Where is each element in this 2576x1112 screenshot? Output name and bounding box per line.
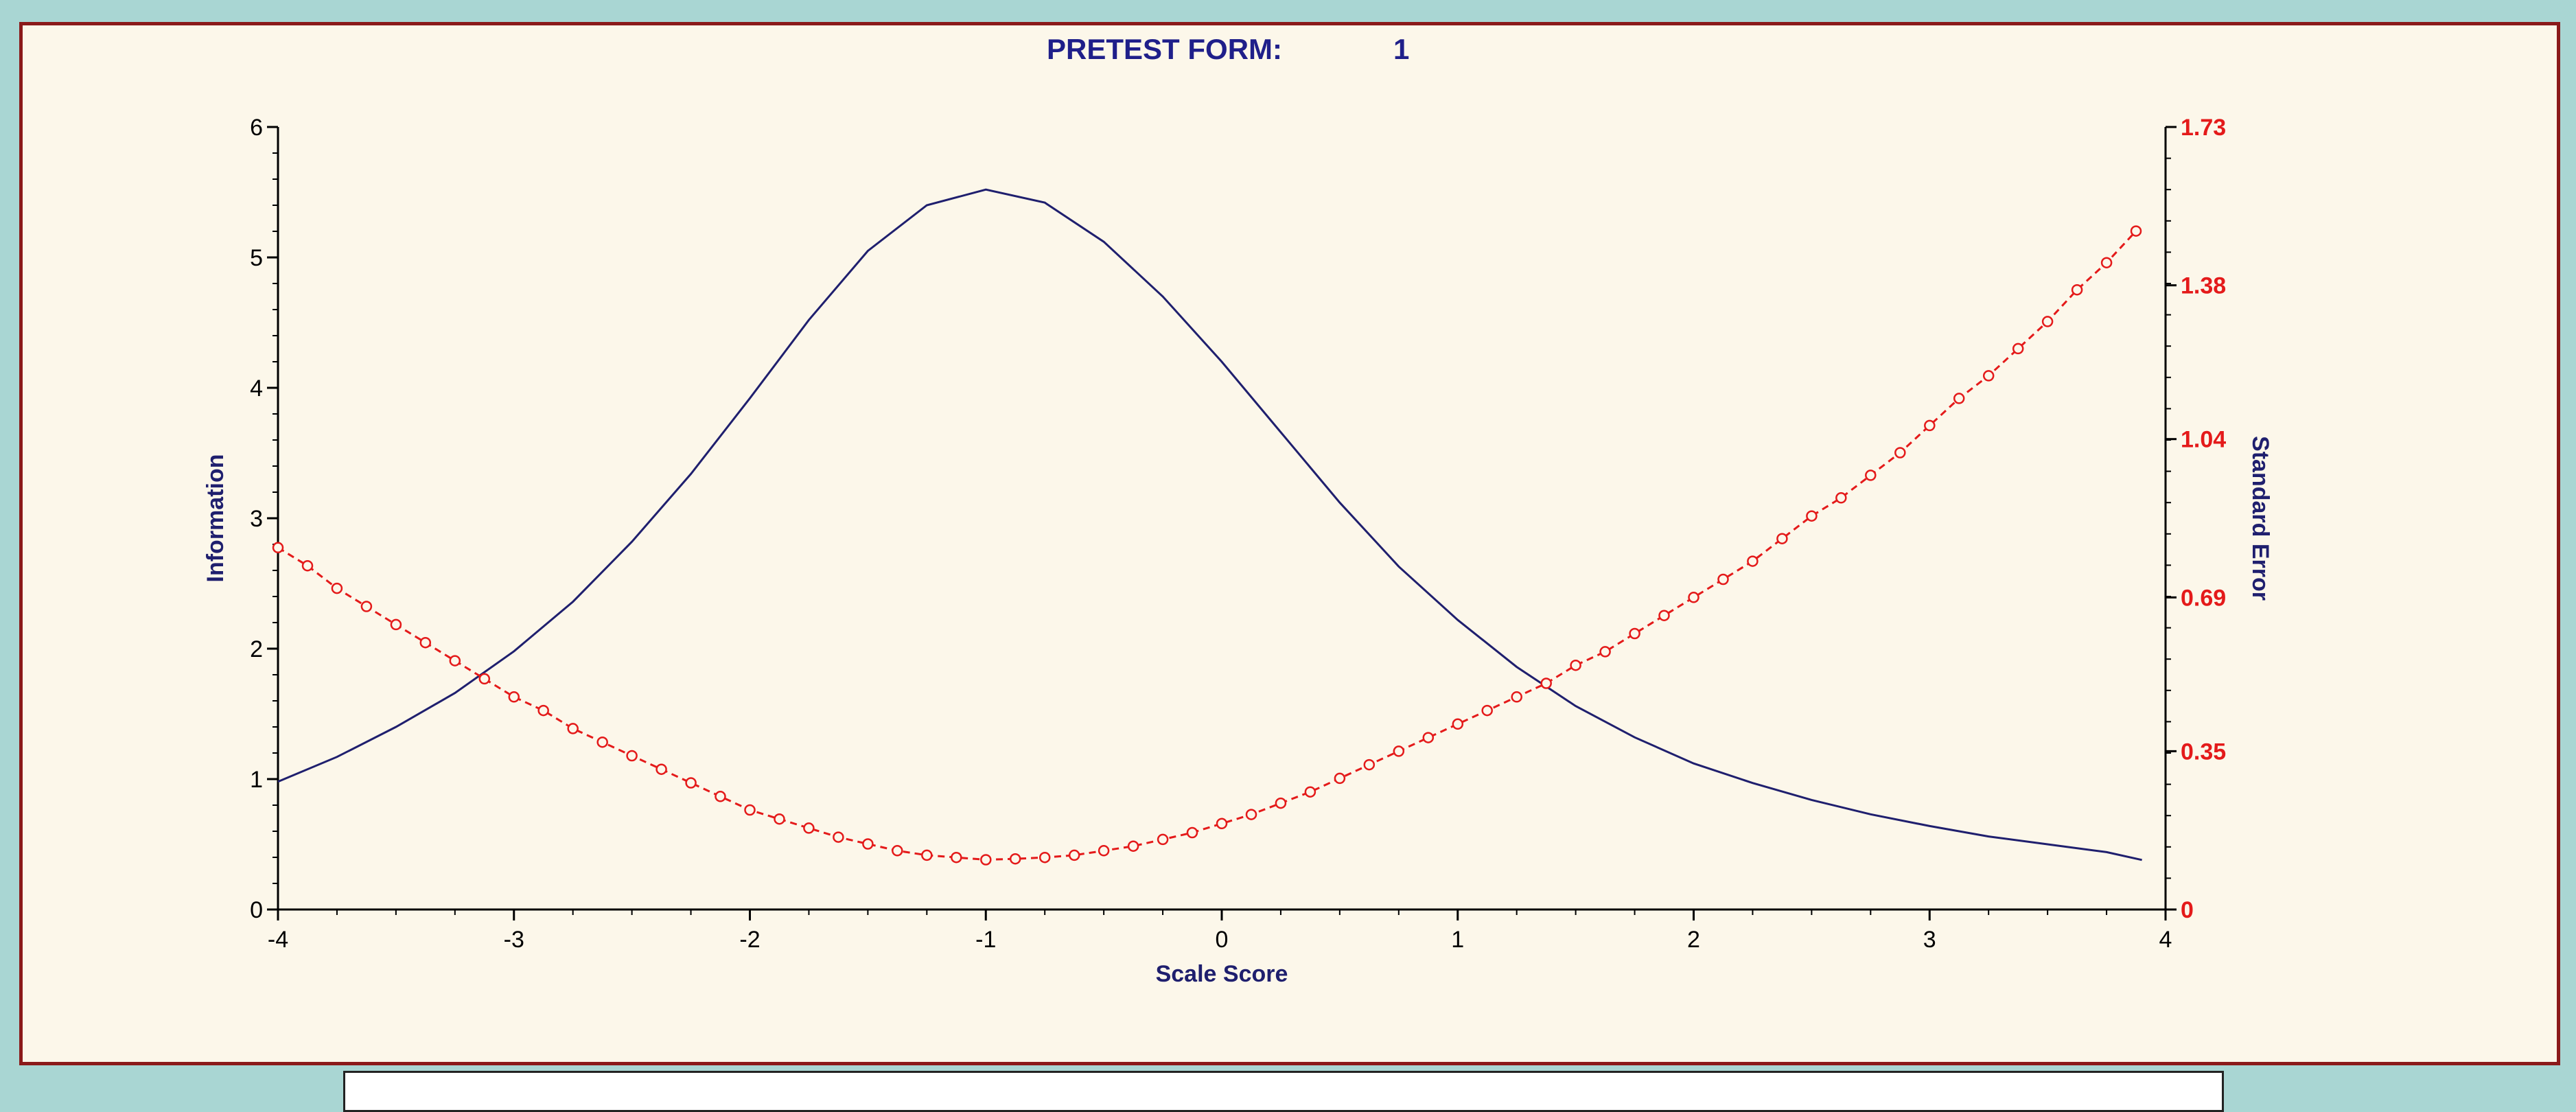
standard-error-point — [1688, 592, 1699, 603]
standard-error-point — [803, 822, 815, 834]
standard-error-point — [715, 791, 726, 802]
standard-error-series-line — [277, 230, 2137, 861]
standard-error-point — [508, 691, 520, 703]
standard-error-point — [1540, 677, 1552, 689]
standard-error-point — [1245, 809, 1257, 820]
y-right-tick-label: 0 — [2181, 897, 2194, 923]
standard-error-point — [2071, 283, 2083, 296]
y-left-tick-label: 5 — [250, 245, 263, 271]
bottom-panel — [343, 1071, 2224, 1112]
x-tick-label: 0 — [1216, 927, 1229, 953]
chart-title: PRETEST FORM: 1 — [1047, 33, 1409, 65]
standard-error-point — [1393, 745, 1405, 757]
y-right-tick-label: 1.04 — [2181, 427, 2226, 453]
y-left-tick-label: 6 — [250, 115, 263, 141]
standard-error-point — [2041, 316, 2054, 327]
standard-error-point — [272, 542, 284, 554]
x-tick-label: -4 — [268, 927, 288, 953]
y-right-axis-label: Standard Error — [2247, 436, 2273, 601]
axes: -4 -3 -2 -1 0 1 2 3 4012345600.350.691.041.381.7… — [250, 115, 2226, 953]
x-tick-label: -3 — [504, 927, 524, 953]
standard-error-point — [862, 838, 874, 850]
standard-error-point — [744, 804, 756, 816]
standard-error-point — [1422, 732, 1435, 743]
x-tick-label: -1 — [975, 927, 996, 953]
standard-error-point — [1275, 797, 1287, 809]
standard-error-point — [774, 813, 785, 825]
standard-error-point — [1098, 845, 1110, 857]
standard-error-point — [1304, 786, 1316, 798]
standard-error-point — [1363, 758, 1376, 771]
standard-error-point — [1216, 818, 1228, 830]
standard-error-point — [1865, 470, 1877, 481]
standard-error-point — [567, 723, 579, 734]
y-left-tick-label: 0 — [250, 897, 263, 923]
title-form-number: 1 — [1393, 33, 1409, 65]
standard-error-point — [1835, 492, 1847, 504]
standard-error-point — [1570, 659, 1581, 671]
information-series-line — [277, 188, 2142, 861]
standard-error-point — [1009, 853, 1021, 865]
standard-error-point — [1481, 704, 1493, 717]
standard-error-point — [419, 636, 432, 649]
standard-error-point — [331, 582, 343, 594]
standard-error-point — [1629, 627, 1640, 640]
x-tick-label: 3 — [1923, 927, 1936, 953]
standard-error-point — [1924, 419, 1936, 432]
standard-error-point — [1776, 533, 1788, 544]
standard-error-point — [1599, 646, 1611, 658]
standard-error-point — [2100, 257, 2113, 268]
x-tick-label: 1 — [1451, 927, 1464, 953]
standard-error-point — [1452, 718, 1464, 730]
standard-error-point — [596, 736, 608, 748]
standard-error-point — [1157, 833, 1169, 846]
standard-error-point — [921, 849, 933, 861]
y-right-tick-label: 1.73 — [2181, 115, 2226, 141]
standard-error-point — [449, 655, 461, 667]
y-left-tick-label: 3 — [250, 506, 263, 532]
standard-error-point — [1982, 370, 1995, 382]
standard-error-point — [892, 845, 903, 857]
standard-error-point — [1068, 849, 1080, 861]
y-right-tick-label: 1.38 — [2181, 273, 2226, 299]
x-tick-label: -2 — [739, 927, 760, 953]
standard-error-point — [1334, 772, 1346, 785]
standard-error-point — [360, 601, 373, 612]
y-left-tick-label: 1 — [250, 767, 263, 793]
y-left-axis-label: Information — [202, 454, 229, 583]
standard-error-point — [301, 559, 314, 572]
y-left-tick-label: 4 — [250, 375, 263, 402]
standard-error-point — [478, 673, 491, 685]
standard-error-point — [1658, 610, 1670, 621]
x-tick-label: 4 — [2159, 927, 2172, 953]
standard-error-point — [1747, 555, 1759, 567]
standard-error-point — [685, 777, 697, 789]
y-right-tick-label: 0.35 — [2181, 739, 2226, 765]
standard-error-point — [2012, 343, 2024, 355]
title-label: PRETEST FORM: — [1047, 33, 1282, 65]
standard-error-point — [980, 854, 992, 866]
y-right-tick-label: 0.69 — [2181, 585, 2226, 611]
standard-error-point — [833, 831, 844, 843]
standard-error-point — [1511, 691, 1522, 703]
standard-error-point — [1894, 447, 1906, 459]
chart-window — [19, 22, 2560, 1065]
x-tick-label: 2 — [1687, 927, 1700, 953]
standard-error-point — [1717, 573, 1729, 586]
series-layer — [272, 188, 2142, 866]
standard-error-point — [626, 750, 638, 762]
standard-error-point — [390, 618, 402, 631]
standard-error-point — [1127, 840, 1139, 852]
x-axis-label: Scale Score — [1156, 961, 1288, 987]
standard-error-point — [1806, 510, 1818, 522]
standard-error-point — [2130, 225, 2142, 237]
y-left-tick-label: 2 — [250, 636, 263, 662]
standard-error-point — [1953, 393, 1965, 404]
standard-error-point — [951, 851, 962, 864]
standard-error-point — [1186, 826, 1198, 839]
standard-error-point — [537, 704, 549, 717]
standard-error-point — [1038, 851, 1051, 864]
standard-error-point — [655, 763, 667, 775]
